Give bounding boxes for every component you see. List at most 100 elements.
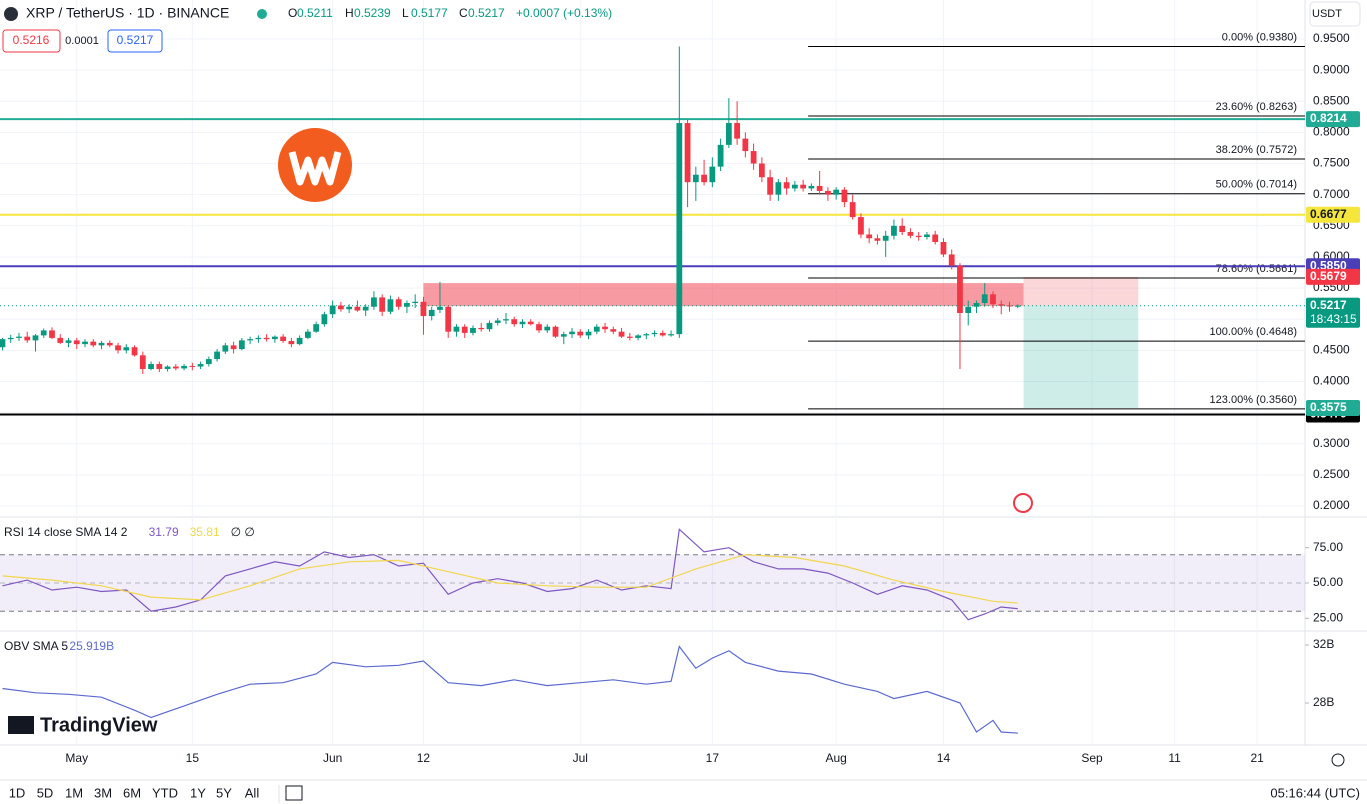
candle-body — [181, 365, 187, 369]
candle-body — [395, 299, 402, 307]
candle-body — [684, 123, 691, 183]
range-button[interactable]: 5D — [37, 785, 54, 800]
candle-body — [354, 306, 361, 311]
event-icon[interactable] — [1013, 493, 1033, 513]
candle-body — [990, 294, 996, 305]
y-tick-label: 0.2500 — [1313, 467, 1350, 481]
candle-body — [651, 332, 658, 335]
brand: TradingView — [40, 714, 158, 736]
candle-body — [701, 174, 707, 183]
logo: TradingView — [8, 128, 1033, 736]
candle-body — [445, 306, 452, 332]
y-tick-label: 0.2000 — [1313, 498, 1350, 512]
currency: USDT — [1312, 8, 1342, 20]
y-tick-label: 50.00 — [1313, 575, 1343, 589]
candle-body — [164, 366, 171, 370]
candle-body — [503, 319, 509, 321]
candle-body — [915, 235, 922, 238]
candle-body — [40, 330, 47, 336]
candle-body — [775, 182, 782, 195]
y-tick-label: 0.9000 — [1313, 62, 1350, 76]
candle-body — [420, 301, 427, 317]
candle-body — [32, 335, 39, 341]
price-box-label: 0.5217 — [1310, 298, 1347, 312]
indicator-line — [2, 554, 1018, 604]
change: +0.0007 (+0.13%) — [516, 6, 612, 20]
fib-label: 38.20% (0.7572) — [1216, 144, 1297, 156]
candle-body — [222, 345, 229, 352]
range-button[interactable]: All — [245, 785, 260, 800]
candle-body — [478, 327, 485, 330]
range-button[interactable]: YTD — [152, 785, 178, 800]
countdown: 18:43:15 — [1310, 312, 1357, 326]
candle-body — [329, 305, 336, 315]
candle-body — [379, 297, 386, 312]
candle-body — [404, 303, 410, 307]
range-button[interactable]: 1M — [65, 785, 83, 800]
ohlc-key: C — [459, 6, 468, 20]
candle-body — [948, 254, 955, 266]
indicator-title: RSI 14 close SMA 14 2 — [4, 525, 128, 539]
candle-body — [1006, 305, 1013, 307]
range-button[interactable]: 3M — [94, 785, 112, 800]
candle-body — [115, 345, 121, 351]
legend-value: 31.79 — [149, 525, 179, 539]
candle-body — [560, 334, 567, 337]
fib-label: 123.00% (0.3560) — [1210, 394, 1297, 406]
price-box-label: 0.3575 — [1310, 400, 1347, 414]
candle-body — [899, 225, 906, 233]
ohlc-value: 0.5177 — [411, 6, 448, 20]
status-dot — [257, 9, 267, 19]
symbol-icon — [4, 7, 18, 21]
candle-body — [734, 123, 740, 139]
candle-body — [255, 337, 262, 340]
x-tick-label: 12 — [417, 751, 431, 765]
candle-body — [470, 327, 476, 333]
candle-body — [131, 347, 138, 356]
candle-body — [197, 364, 204, 367]
candle-body — [569, 331, 575, 335]
fib-label: 50.00% (0.7014) — [1216, 179, 1297, 191]
candle-body — [346, 306, 353, 310]
candle-body — [230, 345, 237, 350]
indicator-line — [2, 645, 1018, 734]
candle-body — [643, 334, 650, 336]
header: XRP / TetherUS · 1D · BINANCE 0.5216 0.0… — [2, 1, 1361, 53]
candle-body — [585, 331, 592, 336]
y-tick-label: 0.7500 — [1313, 156, 1350, 170]
settings-icon[interactable] — [1331, 753, 1345, 767]
candle-body — [874, 238, 881, 241]
candle-body — [139, 355, 146, 370]
candle-body — [858, 217, 864, 235]
candle-body — [238, 340, 245, 350]
bid-box[interactable] — [2, 29, 61, 53]
price-box-label: 0.5679 — [1310, 269, 1347, 283]
date-range-icon[interactable] — [285, 785, 303, 801]
range-button[interactable]: 1Y — [190, 785, 206, 800]
x-tick-label: Aug — [825, 751, 846, 765]
ohlc-key: L — [402, 6, 409, 20]
x-tick-label: Jul — [573, 751, 588, 765]
candle-body — [767, 177, 774, 195]
candle-body — [304, 331, 311, 338]
zone — [423, 283, 1024, 307]
currency-button[interactable] — [1309, 1, 1361, 27]
candle-body — [494, 320, 501, 323]
x-tick-label: 11 — [1168, 751, 1181, 765]
candle-body — [156, 364, 163, 370]
candle-body — [783, 182, 790, 189]
x-tick-label: 15 — [186, 751, 200, 765]
candle-body — [965, 306, 972, 313]
ask-box[interactable] — [107, 29, 163, 53]
candle-body — [214, 351, 220, 360]
candle-body — [247, 339, 253, 341]
candle-body — [833, 189, 840, 195]
range-button[interactable]: 1D — [9, 785, 26, 800]
y-tick-label: 0.4000 — [1313, 374, 1350, 388]
candle-body — [73, 340, 80, 345]
range-button[interactable]: 6M — [123, 785, 141, 800]
ohlc-value: 0.5217 — [468, 6, 505, 20]
y-tick-label: 0.4500 — [1313, 343, 1350, 357]
range-button[interactable]: 5Y — [216, 785, 232, 800]
candle-body — [668, 334, 674, 336]
